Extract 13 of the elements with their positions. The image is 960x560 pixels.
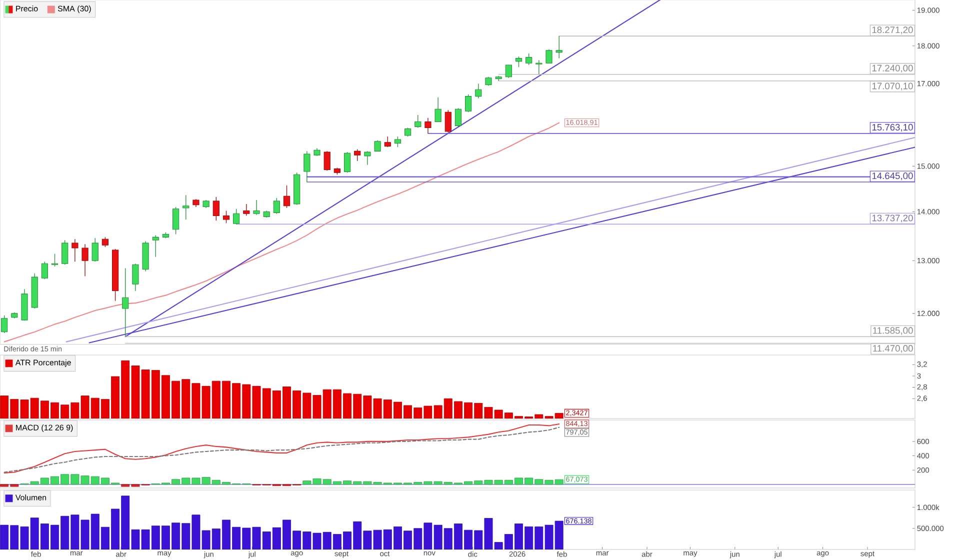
data-label: 13.737,20: [872, 214, 913, 222]
legend-label: ATR Porcentaje: [15, 359, 71, 367]
data-label: 11.585,00: [873, 327, 913, 335]
data-label: 17.240,00: [872, 64, 913, 73]
data-label: 11.470,00: [873, 345, 913, 353]
data-label: 14.645,00: [872, 172, 913, 180]
legend-label: MACD (12 26 9): [16, 424, 73, 432]
legend-label: Volumen: [15, 494, 46, 500]
data-label: 18.271,20: [872, 26, 913, 34]
data-label: 15.763,10: [872, 124, 913, 132]
legend-label: Precio: [16, 6, 38, 12]
legend-label: SMA (30): [58, 6, 91, 14]
data-label: 17.070,10: [872, 82, 913, 90]
